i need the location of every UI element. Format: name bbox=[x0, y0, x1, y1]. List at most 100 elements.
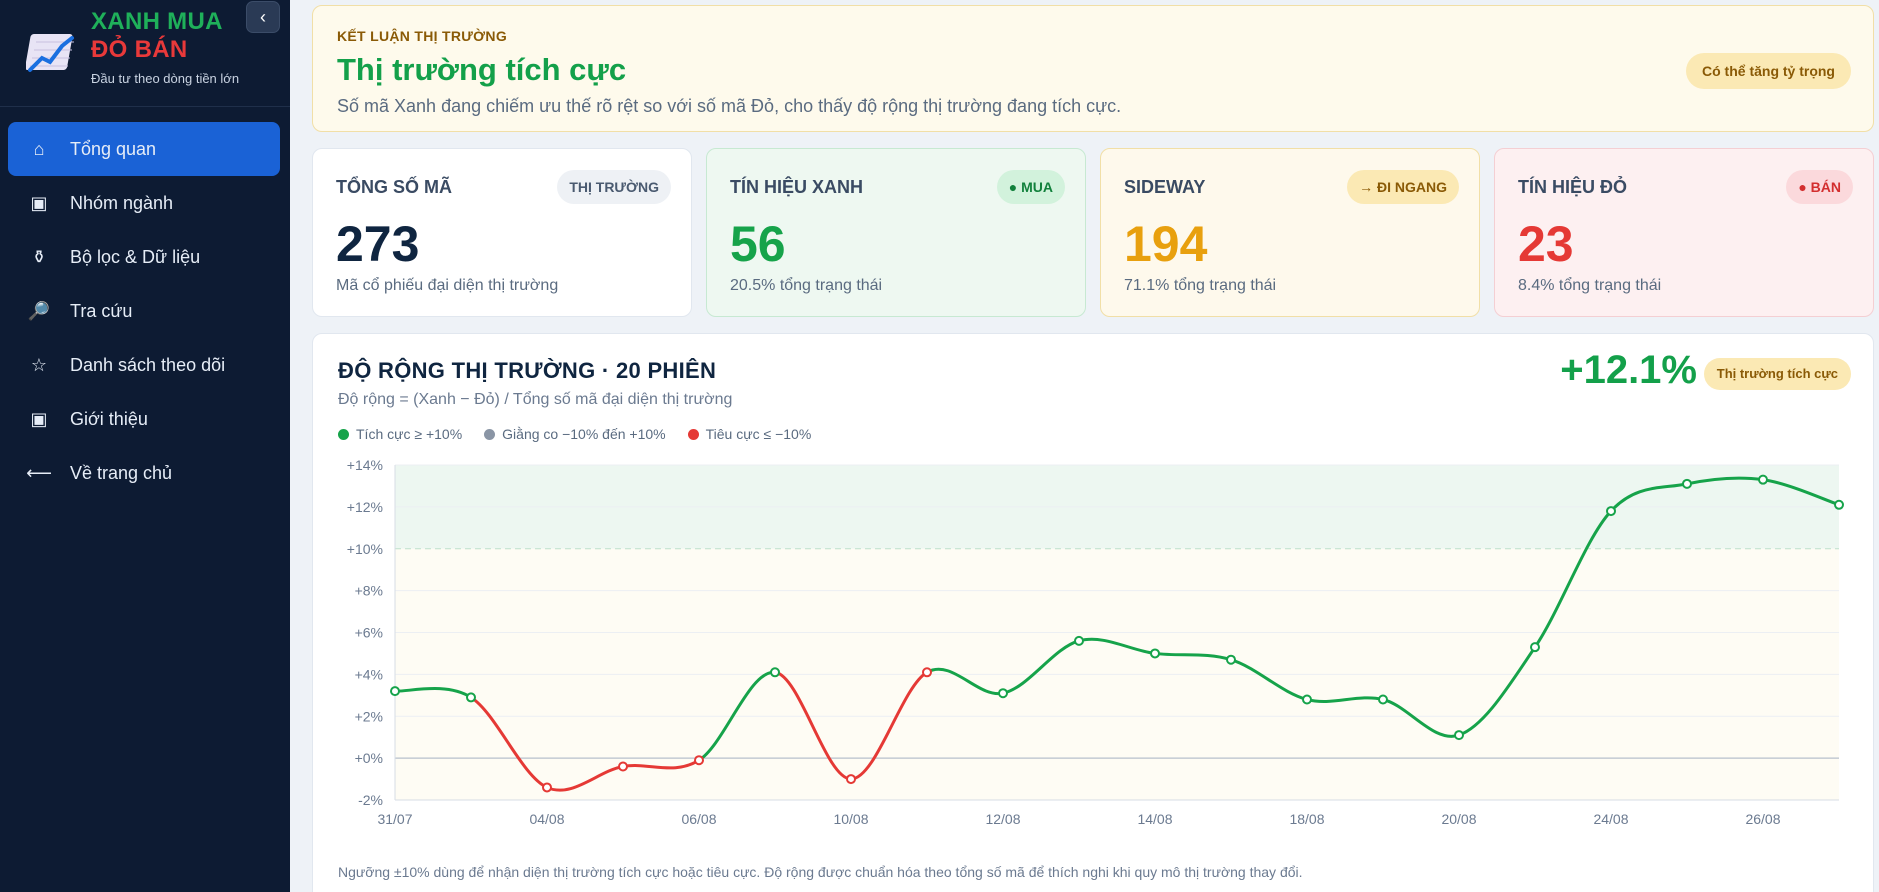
data-point bbox=[1074, 635, 1084, 646]
legend-dot-icon bbox=[484, 428, 496, 440]
data-point bbox=[466, 692, 476, 703]
breadth-line-segment bbox=[849, 670, 929, 781]
data-point bbox=[618, 761, 628, 772]
filter-icon: ⚱ bbox=[31, 246, 47, 267]
data-point bbox=[922, 667, 932, 678]
legend-dot-icon bbox=[338, 428, 349, 440]
data-point bbox=[1530, 642, 1540, 653]
stat-card-sideway: SIDEWAY → ĐI NGANG 194 71.1% tổng trạng … bbox=[1100, 148, 1480, 317]
sidebar-nav: ⌂ Tổng quan ▣ Nhóm ngành ⚱ Bộ lọc & Dữ l… bbox=[8, 122, 280, 500]
verdict-title: Thị trường tích cực bbox=[337, 52, 627, 87]
breadth-line-segment bbox=[469, 695, 549, 789]
square-icon: ▣ bbox=[30, 408, 48, 429]
data-point bbox=[694, 755, 704, 766]
star-icon: ☆ bbox=[30, 354, 48, 375]
brand[interactable]: XANH MUA ĐỎ BÁN Đầu tư theo dòng tiền lớ… bbox=[26, 8, 266, 98]
stat-subtext: 71.1% tổng trạng thái bbox=[1124, 277, 1277, 294]
legend-label: Tiêu cực ≤ −10% bbox=[705, 426, 812, 442]
x-tick-label: 10/08 bbox=[833, 811, 868, 827]
stat-tag: ● MUA bbox=[996, 170, 1065, 204]
data-point bbox=[542, 782, 552, 793]
stat-card-total: TỔNG SỐ MÃ THỊ TRƯỜNG 273 Mã cổ phiếu đạ… bbox=[312, 148, 692, 317]
sidebar-item-gioi-thieu[interactable]: ▣ Giới thiệu bbox=[8, 392, 280, 446]
stat-value: 194 bbox=[1124, 216, 1208, 272]
x-tick-label: 26/08 bbox=[1745, 811, 1780, 827]
data-point bbox=[1834, 499, 1844, 510]
verdict-description: Số mã Xanh đang chiếm ưu thế rõ rệt so v… bbox=[337, 96, 1122, 116]
legend-label: Tích cực ≥ +10% bbox=[356, 426, 463, 442]
sidebar-item-label: Danh sách theo dõi bbox=[70, 354, 226, 375]
data-point bbox=[1682, 478, 1692, 489]
breadth-chart-panel: ĐỘ RỘNG THỊ TRƯỜNG · 20 PHIÊN Độ rộng = … bbox=[312, 333, 1874, 892]
magnifier-icon: 🔎 bbox=[27, 300, 51, 321]
sidebar-item-watchlist[interactable]: ☆ Danh sách theo dõi bbox=[8, 338, 280, 392]
data-point bbox=[1454, 730, 1464, 741]
breadth-line-segment bbox=[1153, 651, 1233, 662]
y-tick-label: +2% bbox=[355, 708, 383, 724]
data-point bbox=[1150, 648, 1160, 659]
data-point bbox=[1758, 474, 1768, 485]
data-point bbox=[1606, 506, 1616, 517]
sidebar-item-label: Về trang chủ bbox=[70, 462, 173, 483]
x-tick-label: 12/08 bbox=[985, 811, 1020, 827]
x-tick-label: 04/08 bbox=[529, 811, 564, 827]
data-point bbox=[390, 686, 400, 697]
sidebar-item-label: Tổng quan bbox=[70, 138, 157, 159]
stat-subtext: 8.4% tổng trạng thái bbox=[1518, 277, 1662, 294]
stat-value: 56 bbox=[730, 216, 786, 272]
stat-subtext: Mã cổ phiếu đại diện thị trường bbox=[336, 277, 559, 294]
legend-item-negative[interactable]: Tiêu cực ≤ −10% bbox=[687, 426, 812, 442]
sidebar-item-label: Giới thiệu bbox=[70, 408, 148, 429]
sidebar-item-home[interactable]: ⟵ Về trang chủ bbox=[8, 446, 280, 500]
data-point bbox=[1378, 694, 1388, 705]
breadth-line-segment bbox=[1457, 645, 1537, 737]
breadth-badge: Thị trường tích cực bbox=[1703, 358, 1851, 390]
breadth-line-segment bbox=[1533, 509, 1613, 649]
data-point bbox=[846, 774, 856, 785]
chart-subtitle: Độ rộng = (Xanh − Đỏ) / Tổng số mã đại d… bbox=[338, 391, 733, 408]
breadth-line-chart[interactable]: +14% +12% +10% +8% +6% +4% +2% +0% -2% 31/07 04/08… bbox=[313, 334, 1875, 859]
y-tick-label: +6% bbox=[355, 625, 383, 641]
verdict-badge: Có thể tăng tỷ trọng bbox=[1686, 53, 1851, 89]
brand-title-green: XANH MUA bbox=[91, 8, 223, 35]
x-tick-label: 14/08 bbox=[1137, 811, 1172, 827]
sidebar-item-nhom-nganh[interactable]: ▣ Nhóm ngành bbox=[8, 176, 280, 230]
y-tick-label: +4% bbox=[355, 666, 383, 682]
collapse-sidebar-button[interactable]: ‹ bbox=[246, 1, 280, 33]
sidebar-item-tong-quan[interactable]: ⌂ Tổng quan bbox=[8, 122, 280, 176]
sidebar-item-bo-loc[interactable]: ⚱ Bộ lọc & Dữ liệu bbox=[8, 230, 280, 284]
home-icon: ⌂ bbox=[33, 138, 45, 159]
stat-subtext: 20.5% tổng trạng thái bbox=[730, 277, 883, 294]
breadth-line-segment bbox=[1685, 476, 1765, 486]
legend-item-positive[interactable]: Tích cực ≥ +10% bbox=[338, 426, 462, 442]
brand-title-red: ĐỎ BÁN bbox=[91, 36, 188, 63]
y-tick-label: -2% bbox=[358, 792, 383, 808]
stat-label: SIDEWAY bbox=[1124, 177, 1206, 197]
stat-tag: ● BÁN bbox=[1786, 170, 1853, 204]
stat-label: TÍN HIỆU ĐỎ bbox=[1518, 177, 1628, 197]
legend-item-neutral[interactable]: Giằng co −10% đến +10% bbox=[484, 426, 666, 442]
y-tick-label: +10% bbox=[347, 541, 383, 557]
arrow-left-icon: ⟵ bbox=[26, 462, 52, 483]
stat-card-red: TÍN HIỆU ĐỎ ● BÁN 23 8.4% tổng trạng thá… bbox=[1494, 148, 1874, 317]
y-tick-label: +14% bbox=[347, 457, 383, 473]
data-point bbox=[770, 667, 780, 678]
breadth-line-segment bbox=[621, 758, 701, 770]
stat-tag: THỊ TRƯỜNG bbox=[557, 170, 671, 204]
breadth-line-segment bbox=[1305, 696, 1385, 703]
square-icon: ▣ bbox=[30, 192, 48, 213]
y-tick-label: +8% bbox=[355, 583, 383, 599]
data-point bbox=[1226, 654, 1236, 665]
data-point bbox=[1302, 694, 1312, 705]
y-tick-label: +12% bbox=[347, 499, 383, 515]
breadth-line-segment bbox=[1381, 698, 1461, 738]
sidebar-item-label: Nhóm ngành bbox=[70, 192, 174, 213]
breadth-line-segment bbox=[925, 667, 1005, 696]
sidebar-item-tra-cuu[interactable]: 🔎 Tra cứu bbox=[8, 284, 280, 338]
x-tick-label: 06/08 bbox=[681, 811, 716, 827]
market-verdict-panel: KẾT LUẬN THỊ TRƯỜNG Thị trường tích cực … bbox=[312, 5, 1874, 132]
breadth-line-segment bbox=[1001, 639, 1081, 695]
breadth-value: +12.1% bbox=[1560, 348, 1697, 392]
chart-logo-icon bbox=[26, 34, 74, 72]
verdict-kicker: KẾT LUẬN THỊ TRƯỜNG bbox=[337, 28, 508, 44]
